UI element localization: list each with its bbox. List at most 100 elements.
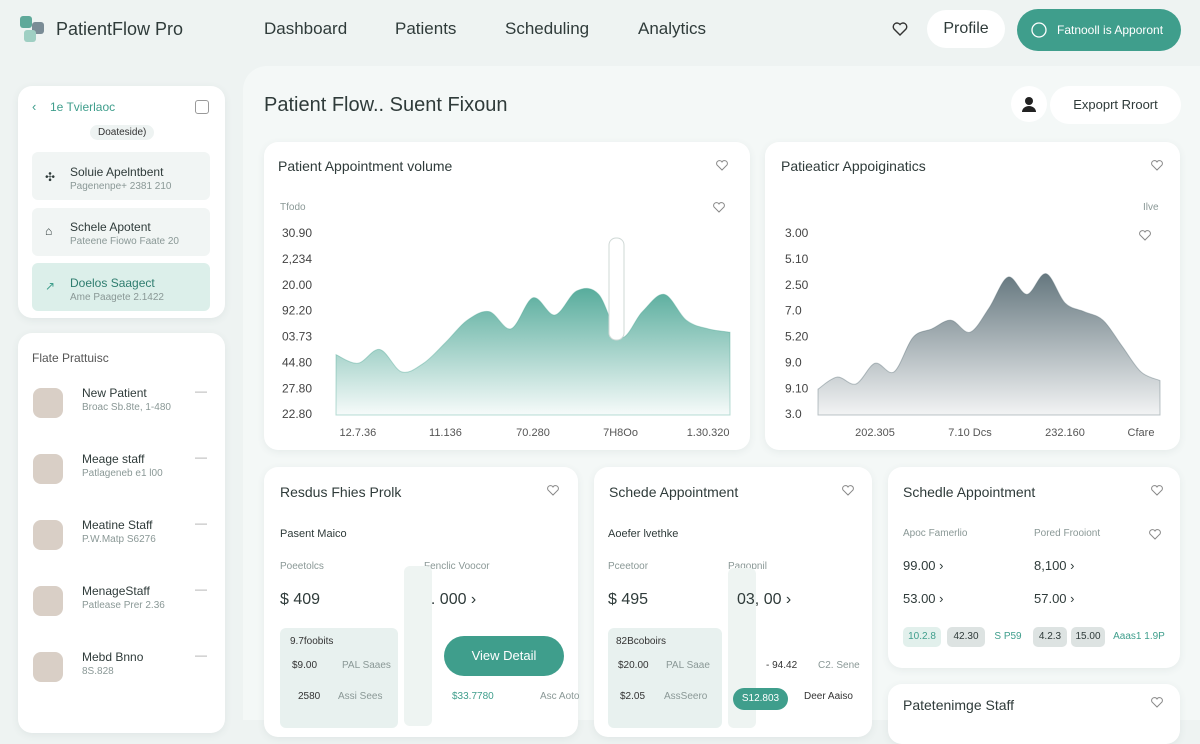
page-title: Patient Flow.. Suent Fixoun xyxy=(264,94,508,116)
value: $ 409 xyxy=(280,591,321,608)
box-text: 2580 xyxy=(298,691,321,702)
staff-avatar xyxy=(33,586,63,616)
col-label: Pored Frooiont xyxy=(1034,528,1101,539)
nav-link[interactable]: Analytics xyxy=(638,19,707,38)
staff-name: Meage staff xyxy=(82,452,145,466)
box-text: AssSeero xyxy=(664,691,708,702)
col-label: Pceetoor xyxy=(608,561,649,572)
summary-box xyxy=(280,628,398,728)
view-button[interactable]: View Detail xyxy=(444,636,564,676)
extra-text: C2. Sene xyxy=(818,660,860,671)
column-bar xyxy=(404,566,432,726)
chip: 15.00 xyxy=(1071,627,1105,647)
staff-sub: Patlease Prer 2.36 xyxy=(82,600,165,611)
sidebar-title: 1e Tvierlaoc xyxy=(50,100,116,114)
staff-name: Mebd Bnno xyxy=(82,650,144,664)
card-title: Patetenimge Staff xyxy=(903,697,1015,713)
foot-text: Asc Aoto xyxy=(540,691,580,702)
brand: PatientFlow Pro xyxy=(56,19,184,39)
logo xyxy=(20,16,44,42)
cta-button[interactable]: Fatnooll is Apporont xyxy=(1017,9,1181,51)
chip: 42.30 xyxy=(947,627,985,647)
profile-button[interactable]: Profile xyxy=(927,10,1005,48)
box-text: 82Bcoboirs xyxy=(616,636,667,647)
favorite-icon[interactable] xyxy=(891,20,909,38)
value: 8,100 › xyxy=(1034,558,1075,573)
col-label: Poeetolcs xyxy=(280,561,324,572)
item-icon: ✣ xyxy=(45,170,56,184)
sidebar-item[interactable] xyxy=(32,208,210,256)
staff-name: New Patient xyxy=(82,386,147,400)
staff-name: MenageStaff xyxy=(82,584,150,598)
chart-card xyxy=(264,142,750,450)
card-heading: Aoefer lvethke xyxy=(608,528,679,540)
col-label: Pagopnil xyxy=(728,561,767,572)
staff-title: Flate Prattuisc xyxy=(32,351,109,365)
item-title: Schele Apotent xyxy=(70,220,151,234)
nav-link[interactable]: Scheduling xyxy=(505,19,590,38)
box-text: $9.00 xyxy=(292,660,318,671)
page: PatientFlow Pro Dashboard Patients Sched… xyxy=(18,9,1181,744)
staff-sub: 8S.828 xyxy=(82,666,114,677)
nav-link[interactable]: Patients xyxy=(395,19,457,38)
value: 53.00 › xyxy=(903,591,944,606)
card-title: Resdus Fhies Prolk xyxy=(280,484,402,500)
chart-title: Patient Appointment volume xyxy=(278,158,453,174)
staff-menu[interactable]: — xyxy=(195,384,207,398)
item-title: Doelos Saagect xyxy=(70,276,155,290)
foot-text: $33.7780 xyxy=(452,691,494,702)
sidebar-icon[interactable] xyxy=(195,100,209,114)
cta-icon xyxy=(1031,22,1047,38)
item-sub: Pagenenpe+ 2381 210 xyxy=(70,181,172,192)
staff-sub: Broac Sb.8te, 1-480 xyxy=(82,402,171,413)
sidebar-item[interactable] xyxy=(32,263,210,311)
nav-link[interactable]: Dashboard xyxy=(264,19,348,38)
item-title: Soluie Apelntbent xyxy=(70,165,164,179)
staff-menu[interactable]: — xyxy=(195,450,207,464)
staff-avatar xyxy=(33,388,63,418)
staff-menu[interactable]: — xyxy=(195,582,207,596)
card-title: Schede Appointment xyxy=(609,484,739,500)
chart-card xyxy=(765,142,1180,450)
extra-text: - 94.42 xyxy=(766,660,798,671)
chart-label: Tfodo xyxy=(280,202,306,213)
item-icon: ↗ xyxy=(45,279,56,293)
value: $ 495 xyxy=(608,591,649,608)
sidebar-item[interactable] xyxy=(32,152,210,200)
chart-label: Ilve xyxy=(1143,202,1159,213)
box-text: PAL Saaes xyxy=(342,660,391,671)
box-text: $20.00 xyxy=(618,660,649,671)
summary-box xyxy=(608,628,722,728)
pill: S12.803 xyxy=(733,688,788,710)
card-heading: Pasent Maico xyxy=(280,528,347,540)
item-sub: Ame Paagete 2.1422 xyxy=(70,292,164,303)
item-sub: Pateene Fiowo Faate 20 xyxy=(70,236,179,247)
chip: 10.2.8 xyxy=(903,627,941,647)
staff-menu[interactable]: — xyxy=(195,516,207,530)
col-label: Fenclic Voocor xyxy=(424,561,490,572)
back-icon[interactable]: ‹ xyxy=(32,99,37,114)
staff-avatar xyxy=(33,454,63,484)
staff-menu[interactable]: — xyxy=(195,648,207,662)
info-card xyxy=(888,684,1180,744)
value: 03, 00 › xyxy=(737,591,792,608)
sidebar-tag: Doateside) xyxy=(90,125,155,140)
value: 57.00 › xyxy=(1034,591,1075,606)
avatar-icon xyxy=(1022,97,1036,112)
staff-sub: P.W.Matp S6276 xyxy=(82,534,156,545)
box-text: Assi Sees xyxy=(338,691,383,702)
value: $. 000 › xyxy=(422,591,477,608)
box-text: $2.05 xyxy=(620,691,646,702)
chip: S P59 xyxy=(994,631,1022,642)
foot-text: Deer Aaiso xyxy=(804,691,853,702)
box-text: 9.7foobits xyxy=(290,636,334,647)
col-label: Apoc Famerlio xyxy=(903,528,968,539)
staff-avatar xyxy=(33,520,63,550)
export-button[interactable]: Expoprt Rroort xyxy=(1050,86,1181,124)
item-icon: ⌂ xyxy=(45,224,53,238)
staff-avatar xyxy=(33,652,63,682)
staff-sub: Patlageneb e1 l00 xyxy=(82,468,163,479)
card-title: Schedle Appointment xyxy=(903,484,1036,500)
staff-name: Meatine Staff xyxy=(82,518,153,532)
box-text: PAL Saae xyxy=(666,660,710,671)
